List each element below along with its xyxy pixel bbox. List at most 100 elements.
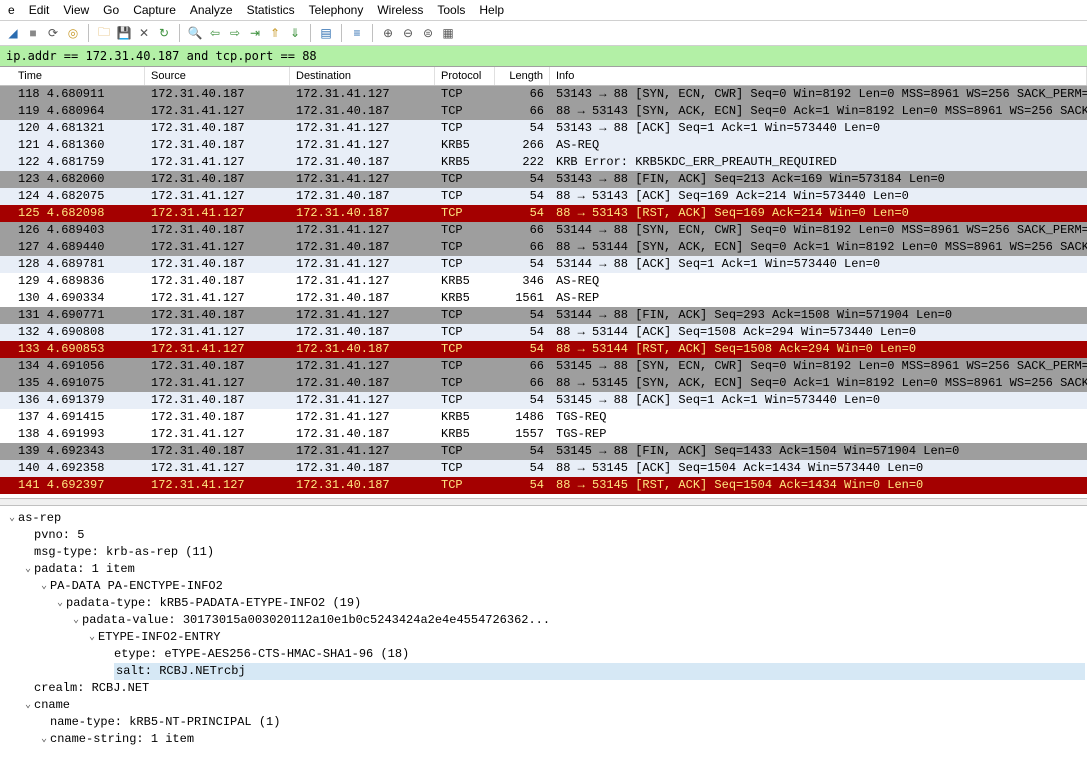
close-icon[interactable]: ✕ xyxy=(135,24,153,42)
shark-fin-icon[interactable]: ◢ xyxy=(4,24,22,42)
packet-row[interactable]: 141 4.692397172.31.41.127172.31.40.187TC… xyxy=(0,477,1087,494)
caret-down-icon[interactable]: ⌄ xyxy=(38,578,50,595)
caret-down-icon[interactable]: ⌄ xyxy=(70,612,82,629)
cell-length: 66 xyxy=(495,239,550,256)
autoscroll-icon[interactable]: ▤ xyxy=(317,24,335,42)
menu-wireless[interactable]: Wireless xyxy=(377,3,423,17)
caret-down-icon[interactable]: ⌄ xyxy=(54,595,66,612)
caret-down-icon[interactable]: ⌄ xyxy=(6,510,18,527)
menu-tools[interactable]: Tools xyxy=(437,3,465,17)
packet-row[interactable]: 120 4.681321172.31.40.187172.31.41.127TC… xyxy=(0,120,1087,137)
detail-tree-row[interactable]: ⌄padata-value: 30173015a003020112a10e1b0… xyxy=(2,612,1085,629)
packet-row[interactable]: 130 4.690334172.31.41.127172.31.40.187KR… xyxy=(0,290,1087,307)
cell-destination: 172.31.40.187 xyxy=(290,239,435,256)
packet-row[interactable]: 125 4.682098172.31.41.127172.31.40.187TC… xyxy=(0,205,1087,222)
pane-splitter[interactable] xyxy=(0,498,1087,506)
packet-row[interactable]: 118 4.680911172.31.40.187172.31.41.127TC… xyxy=(0,86,1087,103)
detail-tree-row[interactable]: ⌄PA-DATA PA-ENCTYPE-INFO2 xyxy=(2,578,1085,595)
toolbar-separator xyxy=(310,24,311,42)
packet-row[interactable]: 135 4.691075172.31.41.127172.31.40.187TC… xyxy=(0,375,1087,392)
detail-tree-row[interactable]: ⌄cname-string: 1 item xyxy=(2,731,1085,748)
options-icon[interactable]: ◎ xyxy=(64,24,82,42)
zoom-in-icon[interactable]: ⊕ xyxy=(379,24,397,42)
packet-row[interactable]: 133 4.690853172.31.41.127172.31.40.187TC… xyxy=(0,341,1087,358)
packet-details-pane[interactable]: ⌄as-rep›pvno: 5›msg-type: krb-as-rep (11… xyxy=(0,506,1087,752)
packet-row[interactable]: 132 4.690808172.31.41.127172.31.40.187TC… xyxy=(0,324,1087,341)
last-icon[interactable]: ⇓ xyxy=(286,24,304,42)
main-toolbar[interactable]: ◢■⟳◎ 🗀💾✕↻ 🔍⇦⇨⇥⇑⇓ ▤ ≡ ⊕⊖⊜▦ xyxy=(0,21,1087,46)
save-icon[interactable]: 💾 xyxy=(115,24,133,42)
detail-tree-row[interactable]: ⌄ETYPE-INFO2-ENTRY xyxy=(2,629,1085,646)
menu-telephony[interactable]: Telephony xyxy=(309,3,364,17)
menu-edit[interactable]: Edit xyxy=(29,3,50,17)
detail-tree-row[interactable]: ›pvno: 5 xyxy=(2,527,1085,544)
packet-row[interactable]: 119 4.680964172.31.41.127172.31.40.187TC… xyxy=(0,103,1087,120)
colorize-icon[interactable]: ≡ xyxy=(348,24,366,42)
zoom-out-icon[interactable]: ⊖ xyxy=(399,24,417,42)
column-info[interactable]: Info xyxy=(550,67,1087,85)
packet-row[interactable]: 121 4.681360172.31.40.187172.31.41.127KR… xyxy=(0,137,1087,154)
detail-label: as-rep xyxy=(18,510,61,527)
packet-row[interactable]: 138 4.691993172.31.41.127172.31.40.187KR… xyxy=(0,426,1087,443)
packet-row[interactable]: 137 4.691415172.31.40.187172.31.41.127KR… xyxy=(0,409,1087,426)
packet-row[interactable]: 140 4.692358172.31.41.127172.31.40.187TC… xyxy=(0,460,1087,477)
display-filter-bar[interactable] xyxy=(0,46,1087,67)
find-icon[interactable]: 🔍 xyxy=(186,24,204,42)
packet-row[interactable]: 131 4.690771172.31.40.187172.31.41.127TC… xyxy=(0,307,1087,324)
packet-row[interactable]: 124 4.682075172.31.41.127172.31.40.187TC… xyxy=(0,188,1087,205)
cell-no-time: 136 4.691379 xyxy=(0,392,145,409)
display-filter-input[interactable] xyxy=(0,46,1087,66)
packet-row[interactable]: 123 4.682060172.31.40.187172.31.41.127TC… xyxy=(0,171,1087,188)
next-icon[interactable]: ⇨ xyxy=(226,24,244,42)
packet-row[interactable]: 126 4.689403172.31.40.187172.31.41.127TC… xyxy=(0,222,1087,239)
first-icon[interactable]: ⇑ xyxy=(266,24,284,42)
menu-go[interactable]: Go xyxy=(103,3,119,17)
packet-row[interactable]: 139 4.692343172.31.40.187172.31.41.127TC… xyxy=(0,443,1087,460)
detail-tree-row[interactable]: ⌄padata: 1 item xyxy=(2,561,1085,578)
column-time[interactable]: Time xyxy=(0,67,145,85)
resize-cols-icon[interactable]: ▦ xyxy=(439,24,457,42)
column-length[interactable]: Length xyxy=(495,67,550,85)
stop-icon[interactable]: ■ xyxy=(24,24,42,42)
column-destination[interactable]: Destination xyxy=(290,67,435,85)
caret-down-icon[interactable]: ⌄ xyxy=(86,629,98,646)
packet-row[interactable]: 129 4.689836172.31.40.187172.31.41.127KR… xyxy=(0,273,1087,290)
packet-row[interactable]: 128 4.689781172.31.40.187172.31.41.127TC… xyxy=(0,256,1087,273)
packet-row[interactable]: 127 4.689440172.31.41.127172.31.40.187TC… xyxy=(0,239,1087,256)
detail-tree-row[interactable]: ⌄as-rep xyxy=(2,510,1085,527)
cell-info: TGS-REQ xyxy=(550,409,1087,426)
menu-bar[interactable]: e Edit View Go Capture Analyze Statistics Telep… xyxy=(0,0,1087,21)
packet-row[interactable]: 134 4.691056172.31.40.187172.31.41.127TC… xyxy=(0,358,1087,375)
detail-tree-row[interactable]: ›name-type: kRB5-NT-PRINCIPAL (1) xyxy=(2,714,1085,731)
detail-tree-row[interactable]: ›crealm: RCBJ.NET xyxy=(2,680,1085,697)
column-protocol[interactable]: Protocol xyxy=(435,67,495,85)
detail-tree-row[interactable]: ›salt: RCBJ.NETrcbj xyxy=(2,663,1085,680)
menu-e[interactable]: e xyxy=(8,3,15,17)
prev-icon[interactable]: ⇦ xyxy=(206,24,224,42)
menu-statistics[interactable]: Statistics xyxy=(247,3,295,17)
open-icon[interactable]: 🗀 xyxy=(95,24,113,42)
packet-list-header[interactable]: Time Source Destination Protocol Length … xyxy=(0,67,1087,86)
packet-list[interactable]: 118 4.680911172.31.40.187172.31.41.127TC… xyxy=(0,86,1087,494)
caret-down-icon[interactable]: ⌄ xyxy=(38,731,50,748)
zoom-reset-icon[interactable]: ⊜ xyxy=(419,24,437,42)
cell-protocol: KRB5 xyxy=(435,137,495,154)
caret-down-icon[interactable]: ⌄ xyxy=(22,697,34,714)
packet-row[interactable]: 136 4.691379172.31.40.187172.31.41.127TC… xyxy=(0,392,1087,409)
detail-tree-row[interactable]: ›etype: eTYPE-AES256-CTS-HMAC-SHA1-96 (1… xyxy=(2,646,1085,663)
detail-tree-row[interactable]: ⌄cname xyxy=(2,697,1085,714)
reload-icon[interactable]: ↻ xyxy=(155,24,173,42)
menu-capture[interactable]: Capture xyxy=(133,3,176,17)
menu-view[interactable]: View xyxy=(63,3,89,17)
column-source[interactable]: Source xyxy=(145,67,290,85)
packet-row[interactable]: 122 4.681759172.31.41.127172.31.40.187KR… xyxy=(0,154,1087,171)
detail-label: name-type: kRB5-NT-PRINCIPAL (1) xyxy=(50,714,280,731)
menu-analyze[interactable]: Analyze xyxy=(190,3,233,17)
detail-tree-row[interactable]: ⌄padata-type: kRB5-PADATA-ETYPE-INFO2 (1… xyxy=(2,595,1085,612)
cell-protocol: TCP xyxy=(435,392,495,409)
jump-icon[interactable]: ⇥ xyxy=(246,24,264,42)
menu-help[interactable]: Help xyxy=(479,3,504,17)
caret-down-icon[interactable]: ⌄ xyxy=(22,561,34,578)
detail-tree-row[interactable]: ›msg-type: krb-as-rep (11) xyxy=(2,544,1085,561)
restart-icon[interactable]: ⟳ xyxy=(44,24,62,42)
